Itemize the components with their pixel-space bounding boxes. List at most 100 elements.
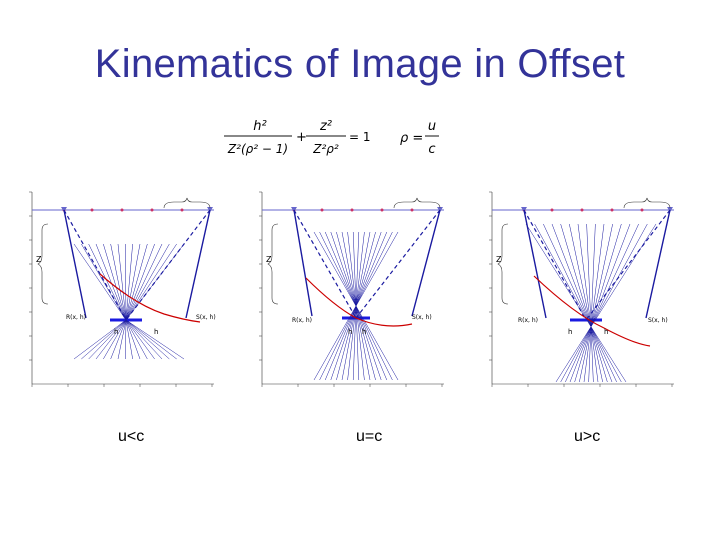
surface-marker xyxy=(380,208,384,212)
eq1-numerator-2: z² xyxy=(319,119,332,134)
rho-equation: ρ = u c xyxy=(400,119,439,157)
source-ray xyxy=(645,209,671,319)
fan-ray xyxy=(125,243,170,321)
eq1-rhs: = 1 xyxy=(349,130,371,144)
ray-fan xyxy=(523,209,671,383)
fan-ray xyxy=(110,243,127,321)
eq1-numerator-1: h² xyxy=(253,119,266,134)
receiver-icon xyxy=(521,207,527,212)
fan-ray xyxy=(586,223,594,383)
fan-ray xyxy=(569,223,603,383)
receiver-label: R(x, h) xyxy=(292,317,312,324)
fan-ray xyxy=(95,319,127,360)
receiver-label: R(x, h) xyxy=(66,314,86,321)
source-icon xyxy=(437,207,443,212)
slide-title: Kinematics of Image in Offset xyxy=(94,42,626,86)
receiver-ray xyxy=(523,209,547,319)
formula-block: h² Z²(ρ² − 1) + z² Z²ρ² = 1 ρ = u c xyxy=(224,119,439,157)
eq2-numerator: u xyxy=(428,119,436,134)
ray-diagram-u-less-c: Z R(x, h) S(x, h) h h xyxy=(29,191,216,387)
fan-ray xyxy=(103,319,127,360)
offset-brace xyxy=(163,197,211,209)
fan-ray xyxy=(569,223,631,383)
fan-ray xyxy=(81,243,127,321)
surface-marker xyxy=(640,208,644,212)
fan-ray xyxy=(125,319,177,360)
fan-ray xyxy=(560,223,648,383)
fan-ray xyxy=(555,223,657,383)
fan-ray xyxy=(125,319,133,360)
receiver-icon xyxy=(291,207,297,212)
fan-ray xyxy=(88,243,127,321)
half-offset-right-label: h xyxy=(154,328,158,336)
fan-ray xyxy=(73,243,127,321)
source-label: S(x, h) xyxy=(412,314,432,321)
image-curve xyxy=(533,275,651,347)
fan-ray xyxy=(543,223,617,383)
fan-ray xyxy=(125,319,170,360)
fan-ray xyxy=(125,319,163,360)
panel-axes xyxy=(29,191,214,387)
fan-ray xyxy=(110,319,127,360)
half-offset-right-label: h xyxy=(362,328,366,336)
fan-ray xyxy=(117,319,127,360)
source-ray xyxy=(411,209,441,317)
fan-ray xyxy=(534,223,622,383)
fan-ray xyxy=(565,223,639,383)
fan-ray xyxy=(551,223,613,383)
fan-ray xyxy=(574,223,622,383)
image-curve xyxy=(305,277,413,327)
depth-bracket xyxy=(267,223,279,305)
eq2-denominator: c xyxy=(428,142,435,157)
eq2-lhs: ρ = xyxy=(400,131,423,146)
fan-ray xyxy=(583,223,605,383)
caption-u-greater-c: u>c xyxy=(574,428,601,445)
fan-ray xyxy=(560,223,608,383)
fan-ray xyxy=(117,243,127,321)
surface-marker xyxy=(180,208,184,212)
fan-ray xyxy=(125,243,133,321)
fan-ray xyxy=(125,319,127,360)
ellipse-equation: h² Z²(ρ² − 1) + z² Z²ρ² = 1 xyxy=(224,119,371,156)
dashed-ray-left xyxy=(63,209,127,321)
surface-marker xyxy=(550,208,554,212)
source-label: S(x, h) xyxy=(196,314,216,321)
surface-marker xyxy=(90,208,94,212)
eq1-denominator-2: Z²ρ² xyxy=(312,142,339,156)
ray-fan xyxy=(63,209,211,360)
fan-ray xyxy=(73,319,127,360)
fan-ray xyxy=(125,243,163,321)
fan-ray xyxy=(125,243,185,321)
fan-ray xyxy=(81,319,127,360)
fan-ray xyxy=(103,243,127,321)
receiver-label: R(x, h) xyxy=(518,317,538,324)
surface-marker xyxy=(350,208,354,212)
fan-ray xyxy=(125,243,127,321)
fan-ray xyxy=(125,319,185,360)
source-ray xyxy=(185,209,211,319)
fan-ray xyxy=(95,243,127,321)
offset-brace xyxy=(393,197,441,209)
fan-ray xyxy=(88,319,127,360)
receiver-ray xyxy=(293,209,313,317)
fan-ray xyxy=(125,319,141,360)
receiver-ray xyxy=(63,209,87,319)
caption-u-less-c: u<c xyxy=(118,428,145,445)
half-offset-left-label: h xyxy=(568,328,572,336)
fan-ray xyxy=(588,223,596,383)
half-offset-left-label: h xyxy=(348,328,352,336)
offset-brace xyxy=(623,197,671,209)
depth-label: Z xyxy=(36,255,42,264)
fan-ray xyxy=(125,243,148,321)
depth-label: Z xyxy=(496,255,502,264)
fan-ray xyxy=(313,231,399,381)
fan-ray xyxy=(525,223,627,383)
source-icon xyxy=(207,207,213,212)
half-offset-right-label: h xyxy=(604,328,608,336)
surface-marker xyxy=(120,208,124,212)
source-icon xyxy=(667,207,673,212)
fan-ray xyxy=(125,319,155,360)
fan-ray xyxy=(125,243,141,321)
surface-marker xyxy=(320,208,324,212)
panel-axes xyxy=(489,191,674,387)
